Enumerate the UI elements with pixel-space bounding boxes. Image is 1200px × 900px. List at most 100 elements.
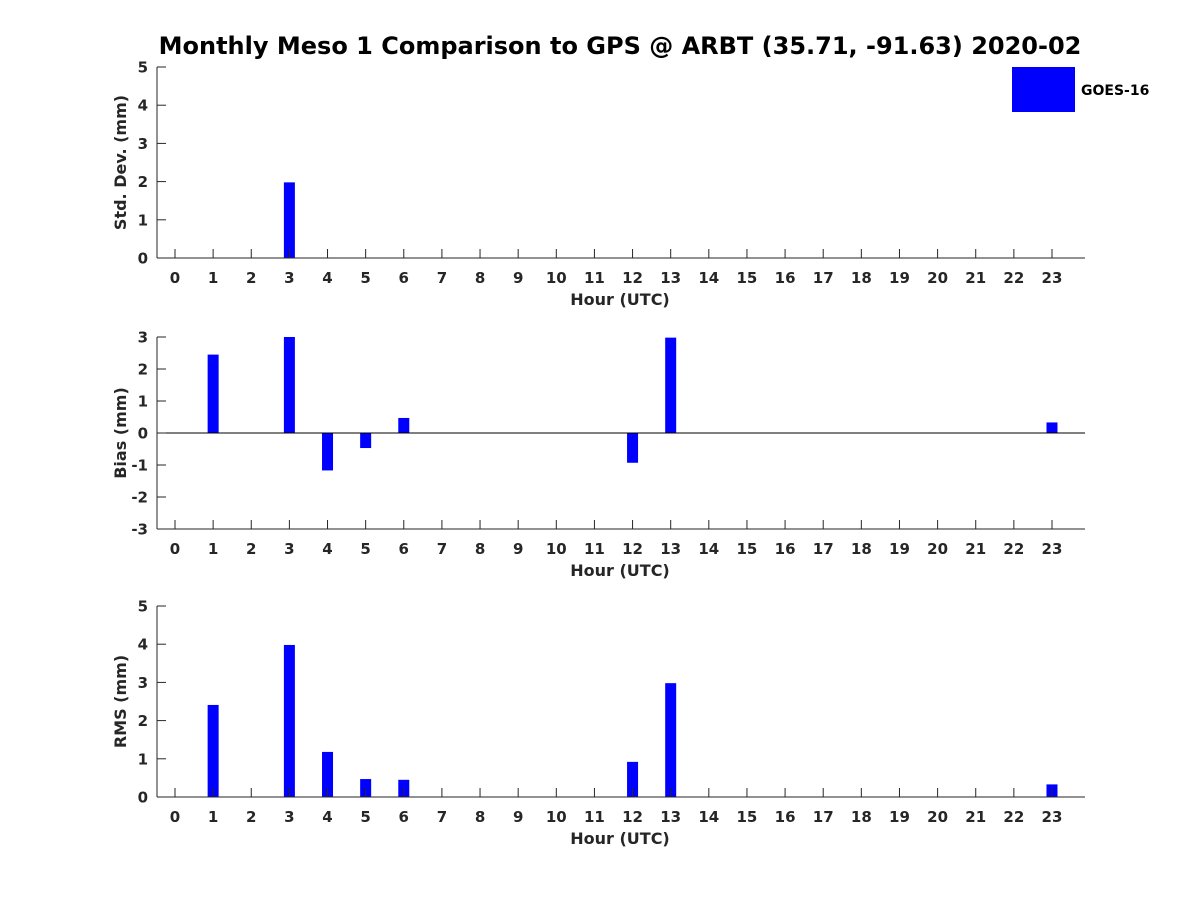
y-axis-label: Std. Dev. (mm): [111, 95, 130, 230]
x-tick-label: 18: [851, 540, 872, 558]
x-tick-label: 11: [584, 269, 605, 287]
y-tick-label: 2: [138, 361, 148, 379]
x-tick-label: 4: [322, 540, 332, 558]
x-tick-label: 12: [622, 540, 643, 558]
bar-hour-13: [665, 337, 677, 433]
x-tick-label: 1: [208, 808, 218, 826]
x-tick-label: 22: [1003, 269, 1024, 287]
x-tick-label: 18: [851, 269, 872, 287]
y-tick-label: 3: [138, 329, 148, 347]
bar-hour-4: [322, 433, 334, 471]
x-tick-label: 14: [698, 808, 719, 826]
x-tick-label: 5: [360, 540, 370, 558]
x-tick-label: 3: [284, 808, 294, 826]
x-tick-label: 21: [965, 540, 986, 558]
y-tick-label: 2: [138, 173, 148, 191]
bar-hour-12: [627, 433, 639, 463]
x-tick-label: 12: [622, 269, 643, 287]
x-tick-label: 21: [965, 808, 986, 826]
x-tick-label: 20: [927, 540, 948, 558]
x-tick-label: 9: [513, 808, 523, 826]
x-tick-label: 14: [698, 540, 719, 558]
x-tick-label: 23: [1042, 540, 1063, 558]
x-tick-label: 20: [927, 808, 948, 826]
legend-label: GOES-16: [1081, 83, 1149, 99]
x-tick-label: 4: [322, 269, 332, 287]
x-tick-label: 10: [546, 269, 567, 287]
x-tick-label: 0: [170, 269, 180, 287]
y-tick-label: 2: [138, 712, 148, 730]
x-tick-label: 3: [284, 540, 294, 558]
y-axis-label: RMS (mm): [111, 655, 130, 748]
x-tick-label: 21: [965, 269, 986, 287]
y-tick-label: 1: [138, 750, 148, 768]
y-tick-label: 5: [138, 59, 148, 77]
y-tick-label: 4: [138, 97, 148, 115]
x-tick-label: 12: [622, 808, 643, 826]
bar-hour-12: [627, 761, 639, 797]
y-tick-label: 0: [138, 789, 148, 807]
figure-title: Monthly Meso 1 Comparison to GPS @ ARBT …: [159, 32, 1082, 60]
x-tick-label: 14: [698, 269, 719, 287]
x-tick-label: 22: [1003, 808, 1024, 826]
x-tick-label: 2: [246, 808, 256, 826]
legend-swatch-goes-16: [1012, 67, 1075, 112]
x-axis-label: Hour (UTC): [570, 829, 670, 848]
x-tick-label: 0: [170, 540, 180, 558]
x-tick-label: 13: [660, 269, 681, 287]
x-tick-label: 15: [737, 540, 758, 558]
x-tick-label: 10: [546, 540, 567, 558]
x-tick-label: 8: [475, 808, 485, 826]
x-tick-label: 6: [399, 540, 409, 558]
x-tick-label: 19: [889, 808, 910, 826]
legend: GOES-16: [1012, 67, 1149, 112]
x-tick-label: 19: [889, 540, 910, 558]
x-tick-label: 11: [584, 808, 605, 826]
x-tick-label: 2: [246, 540, 256, 558]
y-tick-label: -1: [131, 457, 148, 475]
y-tick-label: 3: [138, 674, 148, 692]
x-tick-label: 18: [851, 808, 872, 826]
x-tick-label: 7: [437, 808, 447, 826]
y-tick-label: 5: [138, 598, 148, 616]
x-tick-label: 8: [475, 269, 485, 287]
bar-hour-1: [207, 354, 219, 433]
x-tick-label: 7: [437, 540, 447, 558]
bar-hour-1: [207, 704, 219, 797]
x-tick-label: 6: [399, 269, 409, 287]
x-tick-label: 11: [584, 540, 605, 558]
x-tick-label: 8: [475, 540, 485, 558]
x-tick-label: 23: [1042, 269, 1063, 287]
x-axis-label: Hour (UTC): [570, 561, 670, 580]
bar-hour-4: [322, 751, 334, 797]
y-tick-label: 3: [138, 135, 148, 153]
y-tick-label: 0: [138, 250, 148, 268]
x-tick-label: 20: [927, 269, 948, 287]
bar-hour-23: [1046, 422, 1058, 433]
x-tick-label: 1: [208, 540, 218, 558]
x-tick-label: 10: [546, 808, 567, 826]
y-tick-label: -3: [131, 521, 148, 539]
bar-hour-3: [283, 337, 295, 433]
x-tick-label: 9: [513, 540, 523, 558]
x-tick-label: 3: [284, 269, 294, 287]
x-tick-label: 2: [246, 269, 256, 287]
bar-hour-3: [283, 182, 295, 258]
x-tick-label: 1: [208, 269, 218, 287]
x-tick-label: 5: [360, 808, 370, 826]
bar-hour-5: [360, 433, 372, 449]
x-tick-label: 15: [737, 269, 758, 287]
x-tick-label: 16: [775, 540, 796, 558]
x-tick-label: 13: [660, 808, 681, 826]
y-tick-label: 1: [138, 393, 148, 411]
x-tick-label: 5: [360, 269, 370, 287]
x-tick-label: 0: [170, 808, 180, 826]
x-tick-label: 15: [737, 808, 758, 826]
y-tick-label: 1: [138, 211, 148, 229]
x-tick-label: 17: [813, 269, 834, 287]
